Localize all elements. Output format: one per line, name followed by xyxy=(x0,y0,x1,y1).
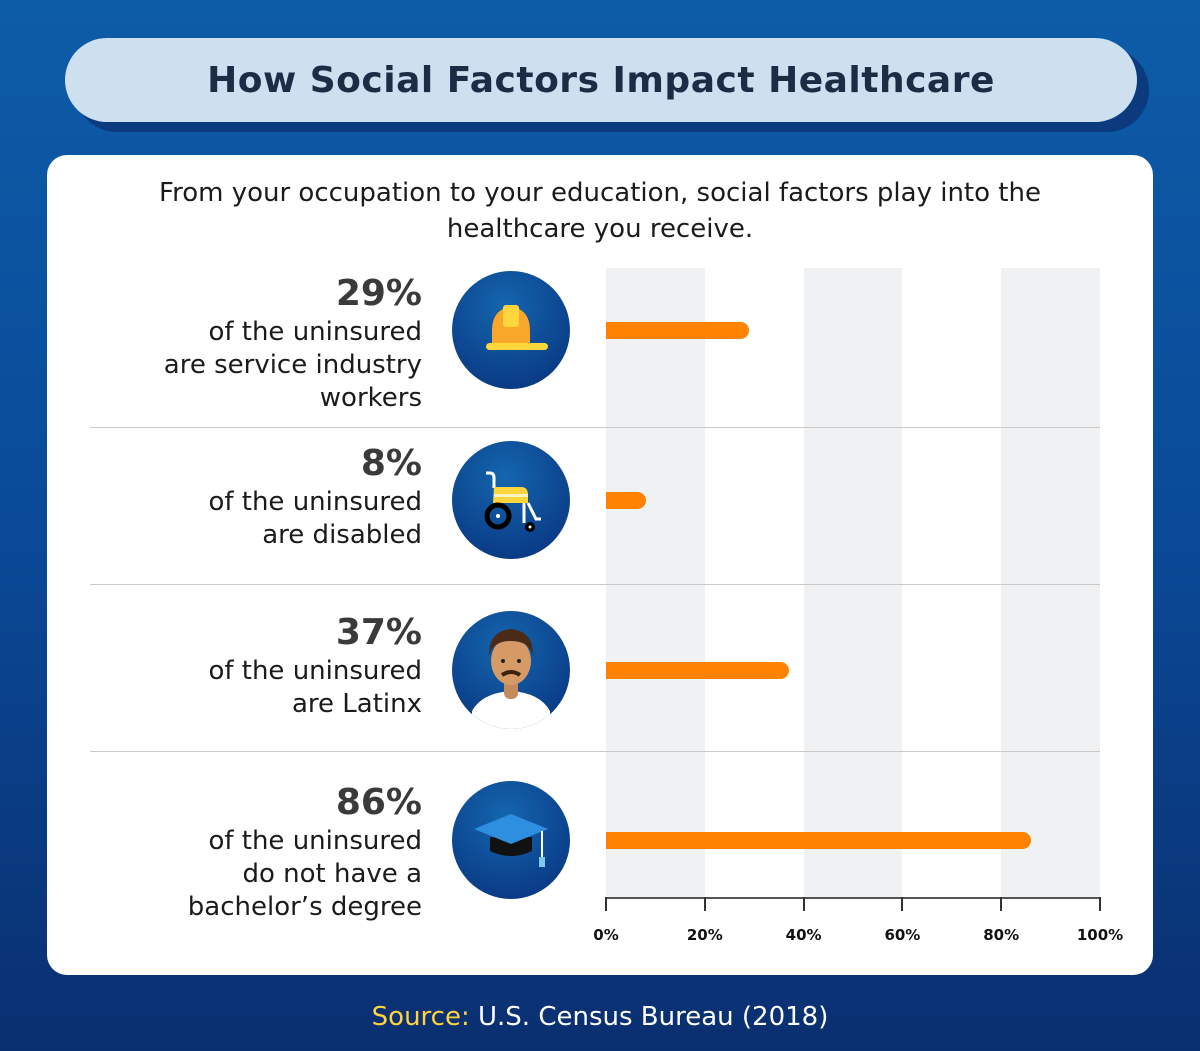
person-icon xyxy=(452,611,570,729)
row-desc-line: of the uninsured xyxy=(208,826,422,856)
row-desc-line: of the uninsured xyxy=(208,656,422,686)
x-tick-label: 20% xyxy=(686,926,723,944)
row-desc-line: are service industry xyxy=(163,350,422,380)
row-desc-line: bachelor’s degree xyxy=(187,892,422,922)
hard-hat-icon xyxy=(452,271,570,389)
row-label: 37% of the uninsured are Latinx xyxy=(62,611,422,721)
x-tick xyxy=(703,897,706,911)
bar xyxy=(606,832,1031,849)
x-tick xyxy=(605,897,607,911)
graduation-cap-icon xyxy=(452,781,570,899)
x-tick xyxy=(802,897,805,911)
x-tick-label: 60% xyxy=(884,926,921,944)
wheelchair-icon xyxy=(452,441,570,559)
source-text: U.S. Census Bureau (2018) xyxy=(477,1002,829,1032)
row-divider xyxy=(90,584,1100,585)
bar xyxy=(606,662,789,679)
row-label: 86% of the uninsured do not have a bache… xyxy=(62,781,422,924)
x-tick-label: 100% xyxy=(1076,926,1124,944)
page-title: How Social Factors Impact Healthcare xyxy=(65,38,1137,122)
grid-band xyxy=(606,268,705,898)
row-divider xyxy=(90,427,1100,428)
row-desc-line: of the uninsured xyxy=(208,487,422,517)
source-line: Source: U.S. Census Bureau (2018) xyxy=(0,1002,1200,1032)
value-label: 8% xyxy=(360,443,422,484)
row-divider xyxy=(90,751,1100,752)
x-axis xyxy=(606,897,1100,899)
x-tick-label: 40% xyxy=(785,926,822,944)
subtitle: From your occupation to your education, … xyxy=(159,178,1041,244)
row-desc-line: workers xyxy=(319,383,422,413)
row-desc-line: are Latinx xyxy=(291,689,422,719)
x-tick-label: 0% xyxy=(593,926,619,944)
value-label: 29% xyxy=(335,273,422,314)
grid-band xyxy=(1001,268,1100,898)
grid-band xyxy=(803,268,903,898)
row-label: 8% of the uninsured are disabled xyxy=(62,442,422,552)
row-desc-line: do not have a xyxy=(242,859,422,889)
row-desc-line: are disabled xyxy=(262,520,422,550)
bar xyxy=(606,492,646,509)
source-label: Source: xyxy=(371,1002,470,1032)
x-tick xyxy=(1000,897,1003,911)
x-tick xyxy=(901,897,904,911)
x-tick xyxy=(1099,897,1101,911)
value-label: 37% xyxy=(335,612,422,653)
x-tick-label: 80% xyxy=(983,926,1020,944)
row-label: 29% of the uninsured are service industr… xyxy=(62,272,422,415)
value-label: 86% xyxy=(335,782,422,823)
row-desc-line: of the uninsured xyxy=(208,317,422,347)
bar xyxy=(606,322,750,339)
